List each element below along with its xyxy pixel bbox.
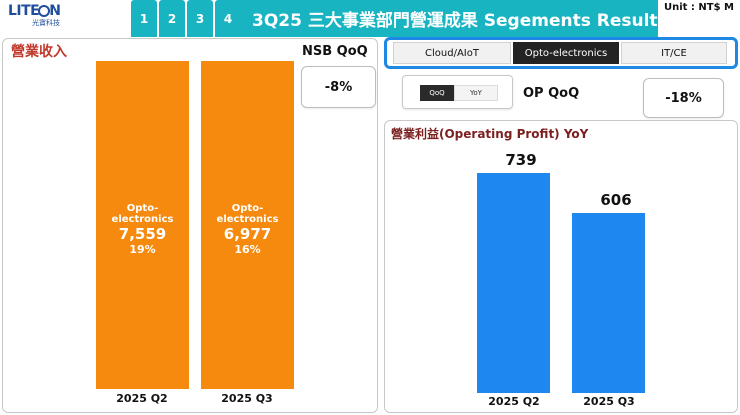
bar-value: 6,977 [223,225,272,243]
op-value-q3: 606 [600,191,632,209]
revenue-label: 營業收入 [11,44,67,60]
op-bar-q2 [477,173,550,393]
operating-profit-title: 營業利益(Operating Profit) YoY [391,127,589,141]
unit-label: Unit : NT$ M [664,2,734,13]
tab-it-ce[interactable]: IT/CE [621,42,727,64]
qoq-yoy-toggle: QoQ YoY [402,75,513,109]
bar-value: 7,559 [118,225,167,243]
page-tab-4[interactable]: 4 [215,0,241,37]
op-qoq-value: -18% [643,78,724,118]
nsb-qoq-label: NSB QoQ [302,44,368,59]
logo-text-left: LITE [8,3,40,19]
op-value-q2: 739 [505,151,537,169]
tab-opto-electronics[interactable]: Opto-electronics [513,42,619,64]
page-tabs: 1 2 3 4 [131,0,241,37]
page-tab-3[interactable]: 3 [187,0,213,37]
op-x-label-q2: 2025 Q2 [488,395,540,408]
logo-subtitle: 光寶科技 [32,19,60,27]
revenue-bar-q2: Opto-electronics 7,559 19% [96,61,189,389]
liteon-logo: LITE N 光寶科技 [8,3,64,35]
x-label-q3: 2025 Q3 [221,392,273,405]
bar-share: 16% [234,243,261,256]
revenue-panel: 營業收入 Opto-electronics 7,559 19% Opto-ele… [2,38,378,413]
toggle-yoy[interactable]: YoY [454,85,498,101]
op-x-label-q3: 2025 Q3 [583,395,635,408]
x-label-q2: 2025 Q2 [116,392,168,405]
bar-share: 19% [129,243,156,256]
page-tab-1[interactable]: 1 [131,0,157,37]
header: LITE N 光寶科技 1 2 3 4 3Q25 三大事業部門營運成果 Segem… [0,0,740,37]
segment-tabs: Cloud/AIoT Opto-electronics IT/CE [384,37,738,69]
nsb-qoq-value: -8% [301,66,376,108]
revenue-bar-q3: Opto-electronics 6,977 16% [201,61,294,389]
tab-cloud-aiot[interactable]: Cloud/AIoT [393,42,511,64]
bar-segment-name: Opto-electronics [216,203,279,225]
page-tab-2[interactable]: 2 [159,0,185,37]
bar-segment-name: Opto-electronics [111,203,174,225]
logo-text-right: N [49,3,61,19]
op-qoq-label: OP QoQ [523,86,580,101]
logo-ring-icon [38,5,51,17]
operating-profit-panel: 營業利益(Operating Profit) YoY 739 606 2025 … [384,120,738,413]
toggle-qoq[interactable]: QoQ [420,85,454,101]
op-bar-q3 [572,213,645,393]
page-title: 3Q25 三大事業部門營運成果 Segements Results [239,0,668,37]
